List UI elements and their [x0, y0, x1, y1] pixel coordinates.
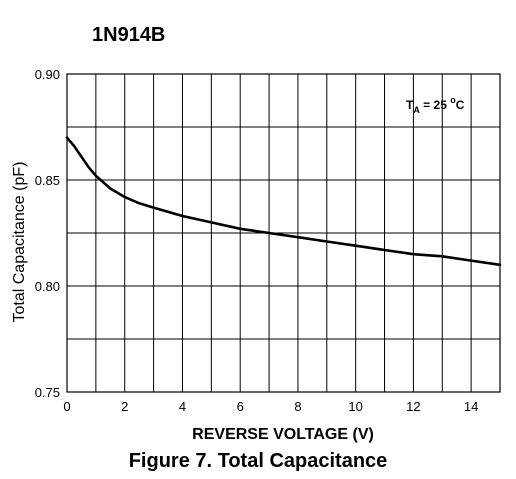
x-tick-label: 12	[406, 399, 420, 414]
x-axis-label: REVERSE VOLTAGE (V)	[192, 426, 374, 443]
grid	[67, 74, 500, 392]
y-tick-label: 0.80	[35, 279, 60, 294]
y-axis-label: Total Capacitance (pF)	[11, 162, 28, 323]
x-tick-label: 14	[464, 399, 478, 414]
plot-frame	[66, 73, 501, 393]
y-tick-label: 0.75	[35, 385, 60, 400]
annotation-subscript: A	[413, 105, 420, 115]
x-tick-label: 10	[348, 399, 362, 414]
y-tick-label: 0.90	[35, 67, 60, 82]
annotation-main: T	[406, 98, 414, 112]
annotation-unit: C	[456, 98, 465, 112]
capacitance-curve	[65, 136, 502, 267]
series-group	[65, 136, 502, 267]
annotation-degree: o	[450, 95, 456, 105]
x-tick-label: 8	[294, 399, 301, 414]
figure-caption: Figure 7. Total Capacitance	[129, 450, 388, 472]
x-tick-label: 4	[179, 399, 186, 414]
chart-title: 1N914B	[92, 24, 165, 46]
x-tick-label: 2	[121, 399, 128, 414]
temperature-annotation: TA = 25 oC	[406, 95, 465, 115]
y-tick-label: 0.85	[35, 173, 60, 188]
annotation-equals: = 25	[420, 98, 450, 112]
x-tick-label: 6	[237, 399, 244, 414]
tick-labels: 0 2 4 6 8 10 12 14 0.75 0.80 0.85 0.90	[35, 67, 479, 414]
x-tick-label: 0	[63, 399, 70, 414]
